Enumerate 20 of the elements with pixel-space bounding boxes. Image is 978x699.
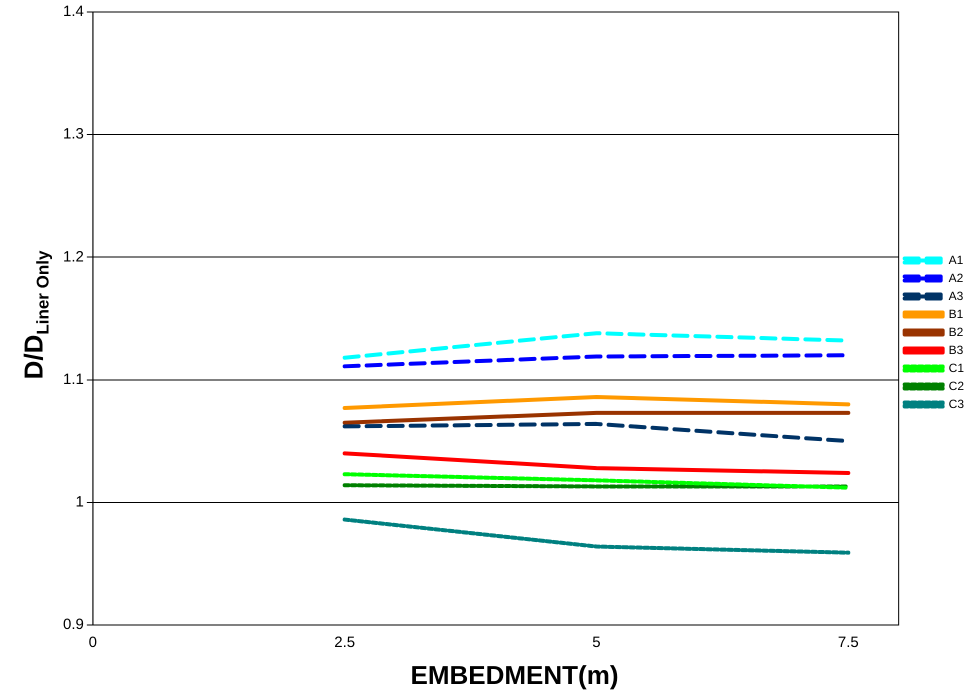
x-tick-label: 7.5 (838, 634, 859, 652)
y-tick-label: 1.4 (62, 3, 84, 20)
x-tick-label: 0 (88, 634, 98, 652)
legend-label: C1 (948, 360, 964, 375)
legend-label: C3 (948, 396, 964, 411)
legend-label: B3 (948, 342, 964, 357)
y-tick-label: 1.1 (62, 370, 84, 388)
legend-label: C2 (948, 378, 964, 393)
x-axis-title: EMBEDMENT(m) (410, 660, 620, 691)
x-tick-label: 5 (592, 634, 601, 652)
y-tick-label: 1.3 (62, 126, 84, 143)
y-tick-label: 1.2 (62, 248, 84, 266)
legend-label: A3 (948, 288, 964, 303)
y-tick-label: 0.9 (62, 616, 84, 634)
legend-label: A2 (948, 270, 964, 285)
y-tick-label: 1 (76, 494, 84, 511)
legend-label: A1 (948, 252, 964, 267)
x-tick-label: 2.5 (334, 634, 356, 652)
legend-label: B2 (948, 324, 964, 339)
legend-label: B1 (948, 306, 964, 321)
